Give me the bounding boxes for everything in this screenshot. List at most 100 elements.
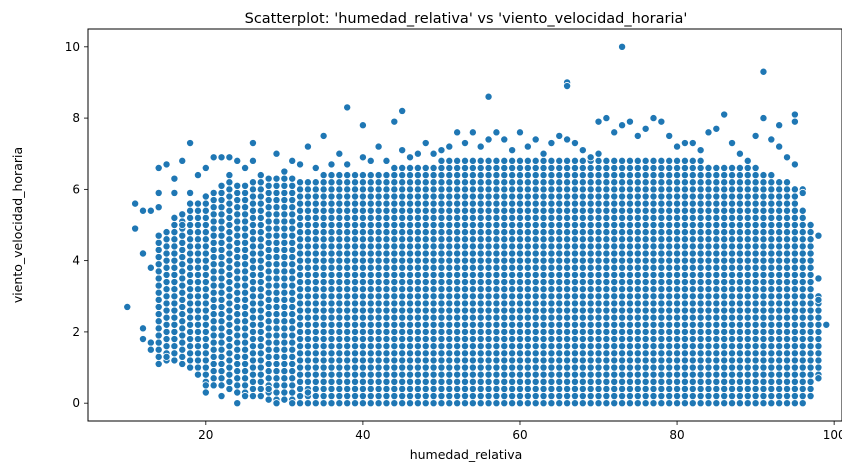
data-point — [665, 185, 674, 194]
data-point — [508, 392, 517, 401]
data-point — [445, 192, 454, 201]
data-point — [453, 377, 462, 386]
data-point — [162, 327, 171, 336]
data-point — [633, 313, 642, 322]
data-point — [256, 363, 265, 372]
data-point — [704, 384, 713, 393]
data-point — [570, 163, 579, 172]
data-point — [641, 199, 650, 208]
data-point — [578, 278, 587, 287]
data-point — [665, 256, 674, 265]
data-point — [720, 384, 729, 393]
data-point — [170, 228, 179, 237]
data-point — [767, 392, 776, 401]
data-point — [696, 377, 705, 386]
data-point — [767, 349, 776, 358]
data-point — [767, 135, 776, 144]
data-point — [170, 313, 179, 322]
data-point — [468, 249, 477, 258]
data-point — [641, 185, 650, 194]
data-point — [186, 320, 195, 329]
data-point — [531, 220, 540, 229]
data-point — [335, 220, 344, 229]
data-point — [775, 235, 784, 244]
data-point — [303, 388, 312, 397]
data-point — [390, 370, 399, 379]
data-point — [492, 235, 501, 244]
data-point — [233, 359, 242, 368]
data-point — [696, 163, 705, 172]
data-point — [578, 342, 587, 351]
data-point — [256, 327, 265, 336]
data-point — [523, 306, 532, 315]
data-point — [539, 392, 548, 401]
data-point — [390, 278, 399, 287]
data-point — [256, 349, 265, 358]
data-point — [335, 299, 344, 308]
data-point — [382, 320, 391, 329]
data-point — [413, 327, 422, 336]
data-point — [720, 185, 729, 194]
data-point — [523, 299, 532, 308]
data-point — [374, 142, 383, 151]
data-point — [445, 178, 454, 187]
data-point — [814, 327, 823, 336]
data-point — [366, 399, 375, 408]
data-point — [673, 228, 682, 237]
data-point — [531, 285, 540, 294]
data-point — [673, 163, 682, 172]
data-point — [406, 370, 415, 379]
data-point — [751, 199, 760, 208]
data-point — [484, 349, 493, 358]
data-point — [578, 349, 587, 358]
data-point — [468, 270, 477, 279]
data-point — [358, 320, 367, 329]
data-point — [256, 199, 265, 208]
data-point — [303, 249, 312, 258]
data-point — [704, 249, 713, 258]
data-point — [806, 278, 815, 287]
data-point — [806, 270, 815, 279]
data-point — [680, 299, 689, 308]
data-point — [783, 299, 792, 308]
data-point — [531, 377, 540, 386]
data-point — [657, 242, 666, 251]
data-point — [264, 281, 273, 290]
data-point — [649, 342, 658, 351]
data-point — [570, 270, 579, 279]
data-point — [476, 306, 485, 315]
data-point — [398, 185, 407, 194]
data-point — [256, 335, 265, 344]
data-point — [563, 313, 572, 322]
data-point — [688, 256, 697, 265]
data-point — [610, 256, 619, 265]
data-point — [225, 285, 234, 294]
data-point — [696, 213, 705, 222]
data-point — [217, 359, 226, 368]
data-point — [256, 256, 265, 265]
data-point — [178, 238, 187, 247]
data-point — [759, 399, 768, 408]
data-point — [720, 278, 729, 287]
data-point — [162, 299, 171, 308]
data-point — [460, 285, 469, 294]
data-point — [704, 363, 713, 372]
data-point — [531, 356, 540, 365]
data-point — [241, 188, 250, 197]
data-point — [492, 349, 501, 358]
data-point — [170, 270, 179, 279]
data-point — [453, 235, 462, 244]
data-point — [798, 256, 807, 265]
data-point — [547, 139, 556, 148]
data-point — [563, 206, 572, 215]
data-point — [374, 320, 383, 329]
data-point — [390, 377, 399, 386]
data-point — [429, 342, 438, 351]
data-point — [531, 384, 540, 393]
data-point — [296, 206, 305, 215]
data-point — [225, 320, 234, 329]
data-point — [178, 295, 187, 304]
data-point — [775, 192, 784, 201]
data-point — [335, 335, 344, 344]
data-point — [154, 253, 163, 262]
